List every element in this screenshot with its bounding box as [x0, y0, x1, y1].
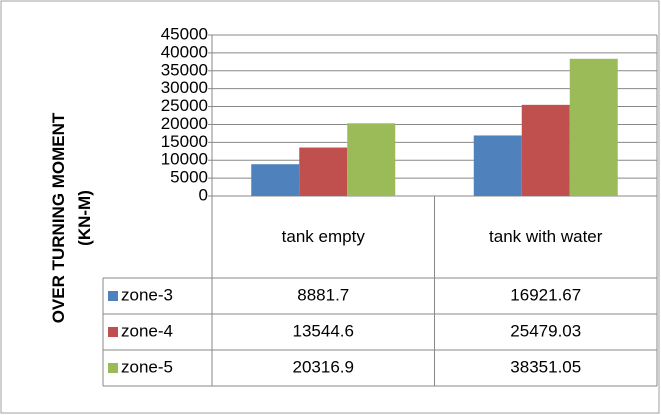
x-tick-label-box: tank with water — [489, 226, 603, 246]
legend-label: zone-4 — [121, 321, 173, 340]
legend-label: zone-5 — [121, 357, 173, 376]
y-tick-label: 30000 — [161, 78, 208, 97]
legend-swatch — [108, 363, 118, 373]
y-tick-label: 45000 — [161, 24, 208, 43]
bar — [569, 58, 618, 196]
table-value: 16921.67 — [510, 285, 581, 304]
bar — [473, 135, 522, 196]
bar — [521, 104, 570, 196]
x-tick-label: tank empty — [281, 226, 365, 246]
table-value: 25479.03 — [510, 321, 581, 340]
y-tick-label: 0 — [199, 185, 208, 204]
table-value: 20316.9 — [293, 357, 354, 376]
y-axis-label: OVER TURNING MOMENT (KN-M) — [49, 112, 94, 323]
y-tick-label: 20000 — [161, 114, 208, 133]
table-value: 38351.05 — [510, 357, 581, 376]
y-tick-label: 40000 — [161, 42, 208, 61]
bar — [251, 164, 300, 196]
table-value: 8881.7 — [297, 285, 349, 304]
y-tick-label: 10000 — [161, 150, 208, 169]
y-tick-label: 15000 — [161, 132, 208, 151]
table-value: 13544.6 — [293, 321, 354, 340]
y-axis-label-line: OVER TURNING MOMENT — [49, 112, 68, 323]
y-axis-label-line: (KN-M) — [75, 190, 94, 246]
x-tick-label-box: tank empty — [281, 226, 365, 246]
bar — [347, 123, 396, 196]
y-tick-label: 25000 — [161, 96, 208, 115]
y-tick-label: 5000 — [170, 168, 208, 187]
legend-label: zone-3 — [121, 285, 173, 304]
x-tick-label: tank with water — [489, 226, 603, 246]
y-tick-label: 35000 — [161, 60, 208, 79]
bar — [299, 147, 348, 196]
legend-swatch — [108, 327, 118, 337]
legend-swatch — [108, 291, 118, 301]
